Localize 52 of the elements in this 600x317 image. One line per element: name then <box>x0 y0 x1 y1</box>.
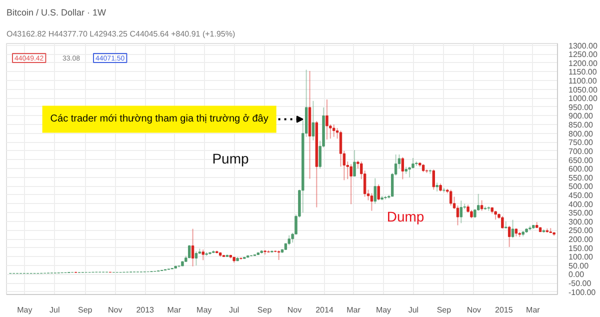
y-tick-label: 1250.00 <box>568 50 598 60</box>
y-tick-label: 600.00 <box>568 164 594 174</box>
y-tick-label: 350.00 <box>568 208 594 218</box>
x-tick-label: 2013 <box>136 306 155 314</box>
y-tick-label: 500.00 <box>568 182 594 192</box>
y-tick-label: 100.00 <box>568 252 594 262</box>
x-tick-label: Jul <box>408 306 419 314</box>
x-tick-label: Sep <box>257 306 272 314</box>
x-tick-label: Mar <box>346 306 361 314</box>
y-tick-label: 1050.00 <box>568 85 598 94</box>
y-tick-label: -50.00 <box>568 279 592 288</box>
x-tick-label: 2015 <box>495 306 514 314</box>
x-tick-label: May <box>196 306 212 314</box>
x-tick-label: Jul <box>228 306 240 314</box>
x-tick-label: May <box>376 306 392 314</box>
y-tick-label: 650.00 <box>568 156 594 165</box>
x-tick-label: Nov <box>466 306 482 314</box>
y-tick-label: 850.00 <box>568 120 594 130</box>
y-tick-label: 0.00 <box>568 270 585 280</box>
y-tick-label: 1000.00 <box>568 94 598 104</box>
y-tick-label: 750.00 <box>568 138 594 148</box>
y-tick-label: 900.00 <box>568 112 594 121</box>
y-tick-label: 800.00 <box>568 129 594 138</box>
y-tick-label: 1200.00 <box>568 58 598 68</box>
annotation: Pump <box>212 150 249 166</box>
y-tick-label: 300.00 <box>568 217 594 226</box>
annotation: Dump <box>386 208 424 224</box>
y-tick-label: 1100.00 <box>568 76 598 86</box>
y-tick-label: 950.00 <box>568 102 594 112</box>
y-tick-label: 1300.00 <box>568 41 598 50</box>
x-tick-label: May <box>17 306 32 314</box>
x-tick-label: Sep <box>78 306 93 314</box>
y-tick-label: 550.00 <box>568 173 594 182</box>
y-tick-label: 50.00 <box>568 261 590 270</box>
x-tick-label: 2014 <box>316 306 334 314</box>
x-tick-label: Nov <box>287 306 302 314</box>
annotation: Các trader mới thường tham gia thị trường ở đây <box>50 114 268 125</box>
y-tick-label: 250.00 <box>568 226 594 236</box>
x-tick-label: Mar <box>526 306 540 314</box>
y-tick-label: 450.00 <box>568 190 594 200</box>
x-tick-label: Mar <box>167 306 182 314</box>
chart-subtitle: O43162.82 H44377.70 L42943.25 C44045.64 +840.91 (+1.95%) <box>6 30 236 38</box>
y-tick-label: 1150.00 <box>568 68 598 77</box>
x-tick-label: Sep <box>436 306 452 314</box>
x-tick-label: Jul <box>50 306 60 314</box>
y-tick-label: -100.00 <box>568 288 596 297</box>
y-tick-label: 400.00 <box>568 200 594 209</box>
y-tick-label: 700.00 <box>568 146 594 156</box>
x-tick-label: Nov <box>108 306 122 314</box>
y-tick-label: 150.00 <box>568 244 594 253</box>
chart-title: Bitcoin / U.S. Dollar · 1W <box>6 8 107 18</box>
y-tick-label: 200.00 <box>568 235 594 244</box>
